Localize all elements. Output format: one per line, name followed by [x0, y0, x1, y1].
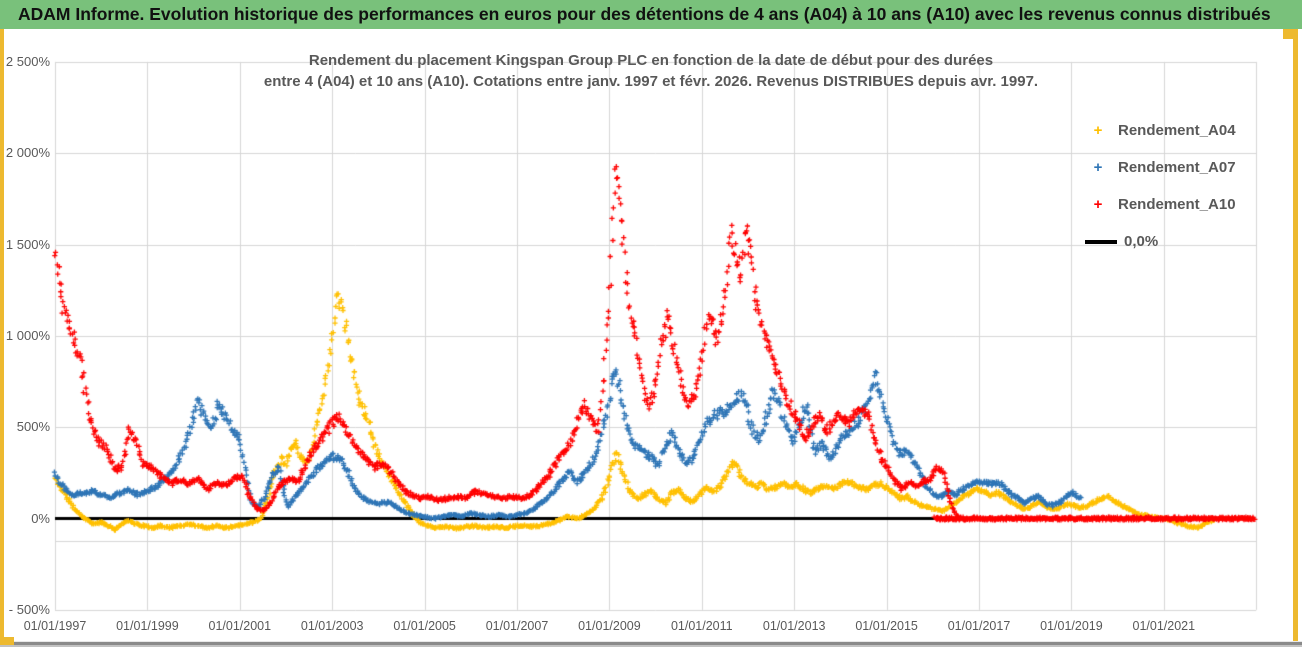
x-tick-label: 01/01/2011 [670, 619, 733, 633]
y-tick-label: 1 000% [5, 327, 50, 343]
legend-item-0-0-: 0,0% [1080, 223, 1270, 260]
legend-label: 0,0% [1124, 233, 1159, 250]
chart-title-line1: Rendement du placement Kingspan Group PL… [308, 52, 994, 69]
x-tick-label: 01/01/2003 [300, 619, 364, 633]
x-tick-label: 01/01/2001 [208, 619, 272, 633]
header-title: ADAM Informe. Evolution historique des p… [18, 4, 1271, 24]
header-bar: ADAM Informe. Evolution historique des p… [0, 0, 1302, 29]
x-tick-label: 01/01/1997 [23, 619, 87, 633]
chart-title-line2: entre 4 (A04) et 10 ans (A10). Cotations… [263, 73, 1039, 90]
x-tick-label: 01/01/1999 [116, 619, 179, 633]
legend-plus-marker-icon: + [1093, 159, 1103, 176]
legend-item-rendement-a10: + Rendement_A10 [1080, 186, 1270, 223]
chart-legend: + Rendement_A04 + Rendement_A07 + Rendement_A… [1080, 112, 1270, 260]
window-bottom-edge [0, 641, 1302, 647]
window-frame-left-border [0, 29, 4, 641]
y-tick-label: 2 000% [5, 145, 50, 161]
x-tick-label: 01/01/2013 [762, 619, 826, 633]
legend-line-swatch [1085, 239, 1117, 244]
x-tick-label: 01/01/2009 [578, 619, 641, 633]
legend-label: Rendement_A10 [1118, 196, 1236, 213]
legend-label: Rendement_A04 [1118, 122, 1236, 139]
y-tick-label: 2 500% [5, 53, 50, 69]
legend-plus-marker-icon: + [1093, 122, 1103, 139]
window-frame-right-border [1293, 29, 1298, 641]
chart-title: Rendement du placement Kingspan Group PL… [201, 50, 1101, 92]
x-tick-label: 01/01/2005 [393, 619, 456, 633]
x-tick-label: 01/01/2017 [947, 619, 1011, 633]
y-tick-label: - 500% [8, 601, 50, 617]
x-tick-label: 01/01/2007 [485, 619, 549, 633]
legend-label: Rendement_A07 [1118, 159, 1236, 176]
y-tick-label: 500% [16, 419, 50, 435]
window-frame-corner-bottom-left [0, 637, 14, 645]
window-frame-corner-top-right [1283, 29, 1298, 39]
legend-item-rendement-a07: + Rendement_A07 [1080, 149, 1270, 186]
legend-plus-marker-icon: + [1093, 196, 1103, 213]
y-tick-label: 1 500% [5, 236, 50, 252]
y-tick-label: 0% [31, 510, 50, 526]
x-tick-label: 01/01/2021 [1132, 619, 1196, 633]
x-tick-label: 01/01/2015 [855, 619, 918, 633]
x-tick-label: 01/01/2019 [1040, 619, 1103, 633]
legend-item-rendement-a04: + Rendement_A04 [1080, 112, 1270, 149]
